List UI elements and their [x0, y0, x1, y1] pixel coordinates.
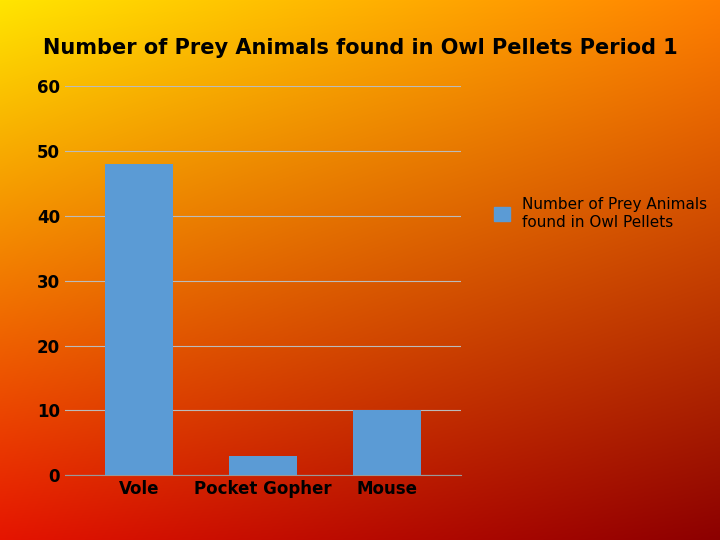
Text: Number of Prey Animals found in Owl Pellets Period 1: Number of Prey Animals found in Owl Pell… [42, 38, 678, 58]
Bar [229, 456, 297, 475]
Bar [105, 164, 173, 475]
Bar [353, 410, 420, 475]
Legend: Number of Prey Animals
found in Owl Pellets: Number of Prey Animals found in Owl Pell… [488, 191, 713, 236]
